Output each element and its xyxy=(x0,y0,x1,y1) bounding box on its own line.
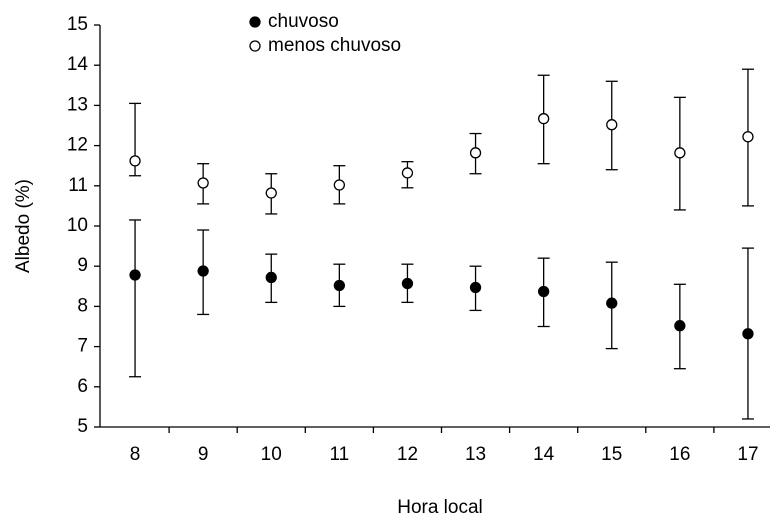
y-tick-label: 6 xyxy=(77,376,88,397)
y-tick-label: 7 xyxy=(77,336,88,357)
point xyxy=(401,167,414,179)
error-bar xyxy=(129,219,142,378)
x-tick-label: 8 xyxy=(130,444,141,465)
y-tick-label: 5 xyxy=(77,416,88,437)
x-tick-label: 14 xyxy=(533,444,555,465)
point xyxy=(606,297,618,309)
x-tick-label: 13 xyxy=(465,444,486,465)
legend-marker xyxy=(249,16,261,28)
point xyxy=(742,131,754,143)
y-tick-label: 12 xyxy=(67,135,88,156)
x-axis-title: Hora local xyxy=(397,497,483,518)
x-tick-label: 11 xyxy=(329,444,349,465)
point xyxy=(333,279,346,292)
point xyxy=(538,285,550,298)
point xyxy=(742,328,754,340)
y-tick-label: 15 xyxy=(67,14,88,35)
x-tick-label: 12 xyxy=(397,444,418,465)
point xyxy=(265,271,277,284)
y-tick-label: 8 xyxy=(77,295,88,316)
y-axis-title: Albedo (%) xyxy=(13,179,34,273)
y-tick-label: 11 xyxy=(68,175,88,196)
legend-label: menos chuvoso xyxy=(268,35,401,56)
point xyxy=(197,177,209,189)
x-tick-label: 15 xyxy=(601,444,622,465)
point xyxy=(469,281,482,294)
point xyxy=(674,147,686,159)
y-tick-label: 9 xyxy=(77,255,88,276)
y-tick-label: 14 xyxy=(67,54,89,75)
point xyxy=(129,269,141,281)
point xyxy=(197,265,209,277)
point xyxy=(333,179,346,191)
point xyxy=(606,119,618,131)
x-tick-label: 16 xyxy=(669,444,690,465)
x-tick-label: 9 xyxy=(198,444,209,465)
y-tick-label: 13 xyxy=(67,94,88,115)
point xyxy=(674,320,686,332)
legend-label: chuvoso xyxy=(268,11,339,32)
point xyxy=(401,277,414,290)
legend-marker xyxy=(249,40,261,52)
y-tick-label: 10 xyxy=(67,215,88,236)
x-tick-label: 10 xyxy=(261,444,282,465)
x-tick-label: 17 xyxy=(737,444,758,465)
point xyxy=(538,113,550,125)
point xyxy=(265,187,277,199)
point xyxy=(129,155,141,167)
point xyxy=(469,147,482,159)
